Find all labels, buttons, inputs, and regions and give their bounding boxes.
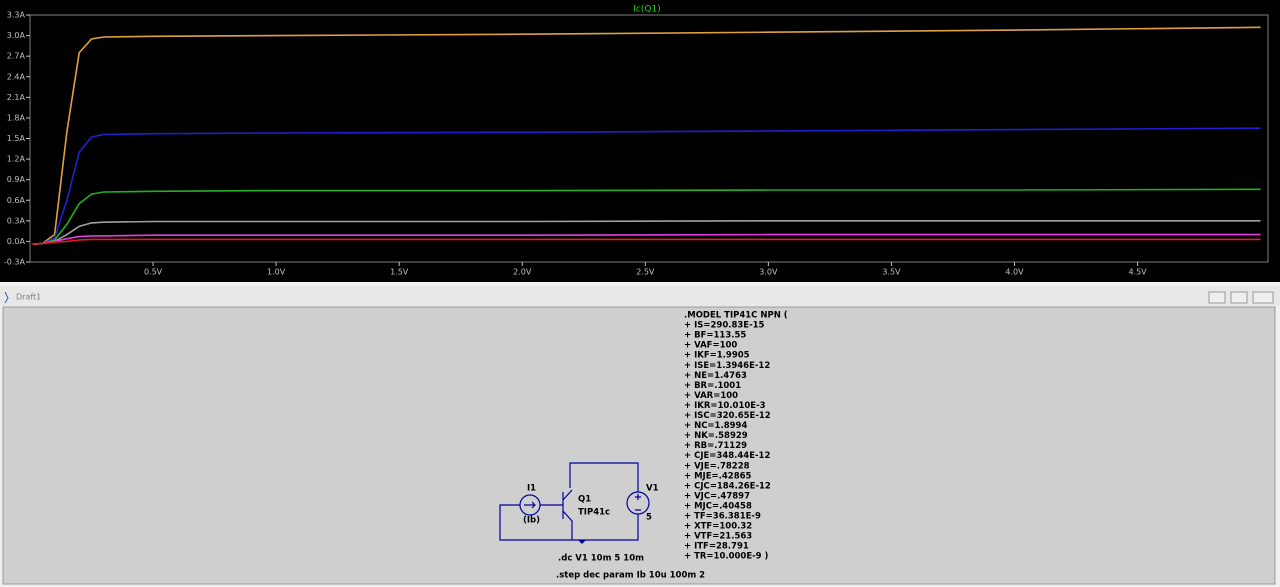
y-tick-label: 2.4A bbox=[7, 72, 26, 81]
model-line: + ISE=1.3946E-12 bbox=[684, 361, 770, 371]
transistor bbox=[562, 489, 573, 540]
x-tick-label: 0.5V bbox=[144, 268, 163, 277]
y-tick-label: 0.9A bbox=[7, 175, 26, 184]
model-line: + RB=.71129 bbox=[684, 441, 747, 451]
model-line: + NE=1.4763 bbox=[684, 371, 747, 381]
x-tick-label: 3.0V bbox=[759, 268, 778, 277]
model-line: + NC=1.8994 bbox=[684, 421, 747, 431]
y-tick-label: 0.6A bbox=[7, 196, 26, 205]
component-name: V1 bbox=[646, 484, 659, 494]
model-line: + VAR=100 bbox=[684, 391, 738, 401]
model-line: + MJC=.40458 bbox=[684, 501, 752, 511]
wire bbox=[499, 504, 639, 541]
current-arrow bbox=[524, 501, 536, 509]
model-line: + VJE=.78228 bbox=[684, 461, 750, 471]
model-line: + ISC=320.65E-12 bbox=[684, 411, 771, 421]
model-line: + NK=.58929 bbox=[684, 431, 748, 441]
schematic-canvas bbox=[2, 306, 1276, 585]
model-line: + XTF=100.32 bbox=[684, 522, 752, 532]
x-tick-label: 2.0V bbox=[513, 268, 532, 277]
ground bbox=[578, 540, 586, 544]
component-name: I1 bbox=[527, 484, 536, 494]
app-icon bbox=[4, 291, 9, 304]
model-line: + VTF=21.563 bbox=[684, 532, 752, 542]
model-line: + VJC=.47897 bbox=[684, 491, 750, 501]
x-tick-label: 3.5V bbox=[882, 268, 901, 277]
schematic-text: .MODEL TIP41C NPN (+ IS=290.83E-15+ BF=1… bbox=[523, 311, 788, 581]
y-tick-label: 2.1A bbox=[7, 93, 26, 102]
y-tick-label: 0.0A bbox=[7, 237, 26, 246]
x-tick-label: 1.0V bbox=[267, 268, 286, 277]
model-line: + VAF=100 bbox=[684, 341, 737, 351]
y-tick-label: 1.2A bbox=[7, 155, 26, 164]
x-tick-label: 4.5V bbox=[1128, 268, 1147, 277]
y-tick-label: 2.7A bbox=[7, 52, 26, 61]
model-line: .MODEL TIP41C NPN ( bbox=[684, 311, 788, 321]
y-tick-label: 0.3A bbox=[7, 216, 26, 225]
title-bar bbox=[0, 286, 1280, 306]
window-title: Draft1 bbox=[16, 293, 41, 302]
spice-directive: .step dec param Ib 10u 100m 2 bbox=[556, 571, 705, 581]
plot-area: -0.3A 0.0A 0.3A 0.6A 0.9A 1.2A 1.5A 1.8A 2.1A 2.4… bbox=[4, 11, 1261, 277]
model-line: + BF=113.55 bbox=[684, 331, 746, 341]
x-tick-label: 2.5V bbox=[636, 268, 655, 277]
current-source bbox=[519, 494, 541, 516]
model-line: + CJE=348.44E-12 bbox=[684, 451, 770, 461]
component-value: TIP41c bbox=[578, 508, 610, 518]
polarity bbox=[635, 494, 641, 511]
x-tick-label: 4.0V bbox=[1005, 268, 1024, 277]
circuit bbox=[499, 462, 650, 544]
component-value: (Ib) bbox=[523, 516, 540, 526]
close-button[interactable] bbox=[1252, 291, 1274, 304]
model-line: + TF=36.381E-9 bbox=[684, 512, 761, 522]
model-line: + CJC=184.26E-12 bbox=[684, 481, 771, 491]
model-line: + TR=10.000E-9 ) bbox=[684, 552, 769, 562]
y-tick-label: 3.0A bbox=[7, 31, 26, 40]
minimize-button[interactable] bbox=[1208, 291, 1226, 304]
model-line: + ITF=28.791 bbox=[684, 542, 749, 552]
spice-directive: .dc V1 10m 5 10m bbox=[558, 554, 644, 564]
series-line bbox=[32, 188, 1261, 245]
model-line: + IS=290.83E-15 bbox=[684, 321, 765, 331]
series-line bbox=[32, 26, 1261, 245]
model-line: + IKF=1.9905 bbox=[684, 351, 750, 361]
model-line: + BR=.1001 bbox=[684, 381, 741, 391]
x-tick-label: 1.5V bbox=[390, 268, 409, 277]
series-line bbox=[32, 238, 1261, 245]
model-line: + IKR=10.010E-3 bbox=[684, 401, 766, 411]
component-value: 5 bbox=[646, 513, 652, 523]
model-line: + MJE=.42865 bbox=[684, 471, 752, 481]
voltage-source bbox=[626, 491, 650, 515]
y-tick-label: -0.3A bbox=[4, 258, 26, 267]
y-tick-label: 3.3A bbox=[7, 11, 26, 20]
y-tick-label: 1.8A bbox=[7, 113, 26, 122]
restore-button[interactable] bbox=[1230, 291, 1248, 304]
wire bbox=[569, 462, 639, 492]
series-line bbox=[32, 127, 1261, 245]
component-name: Q1 bbox=[578, 495, 591, 505]
y-tick-label: 1.5A bbox=[7, 134, 26, 143]
plot-title: Ic(Q1) bbox=[633, 5, 660, 15]
